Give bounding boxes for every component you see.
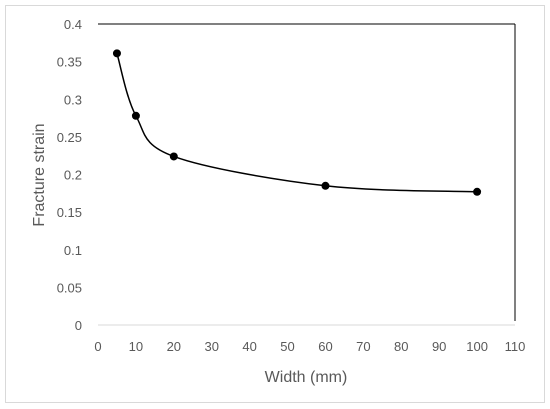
y-tick-label: 0.05 [57,280,82,295]
x-tick-label: 100 [466,339,488,354]
x-tick-label: 40 [242,339,256,354]
data-point [112,49,121,58]
x-axis-ticks: 0 10 20 30 40 50 60 70 80 90 100 110 [94,339,525,354]
x-tick-label: 70 [356,339,370,354]
x-tick-label: 20 [167,339,181,354]
y-tick-label: 0.2 [64,168,82,183]
x-tick-label: 30 [204,339,218,354]
series-group [112,49,482,196]
y-axis-ticks: 0 0.05 0.1 0.15 0.2 0.25 0.3 0.35 0.4 [57,17,82,333]
x-tick-label: 60 [318,339,332,354]
data-point [473,187,482,196]
x-tick-label: 110 [505,339,526,354]
data-point [131,111,140,120]
data-point [169,152,178,161]
chart-frame [5,5,545,403]
y-axis-title: Fracture strain [31,123,48,226]
y-tick-label: 0.25 [57,130,82,145]
y-tick-label: 0.4 [64,17,82,32]
x-tick-label: 80 [394,339,408,354]
x-tick-label: 10 [129,339,143,354]
x-tick-label: 0 [94,339,101,354]
x-tick-label: 50 [280,339,294,354]
plot-area [98,23,516,326]
y-tick-label: 0.15 [57,205,82,220]
y-tick-label: 0 [75,318,82,333]
x-tick-label: 90 [432,339,446,354]
y-tick-label: 0.3 [64,92,82,107]
y-tick-label: 0.35 [57,55,82,70]
data-point [321,181,330,190]
series-line [116,53,478,193]
y-tick-label: 0.1 [64,243,82,258]
x-axis-title: Width (mm) [265,369,348,386]
